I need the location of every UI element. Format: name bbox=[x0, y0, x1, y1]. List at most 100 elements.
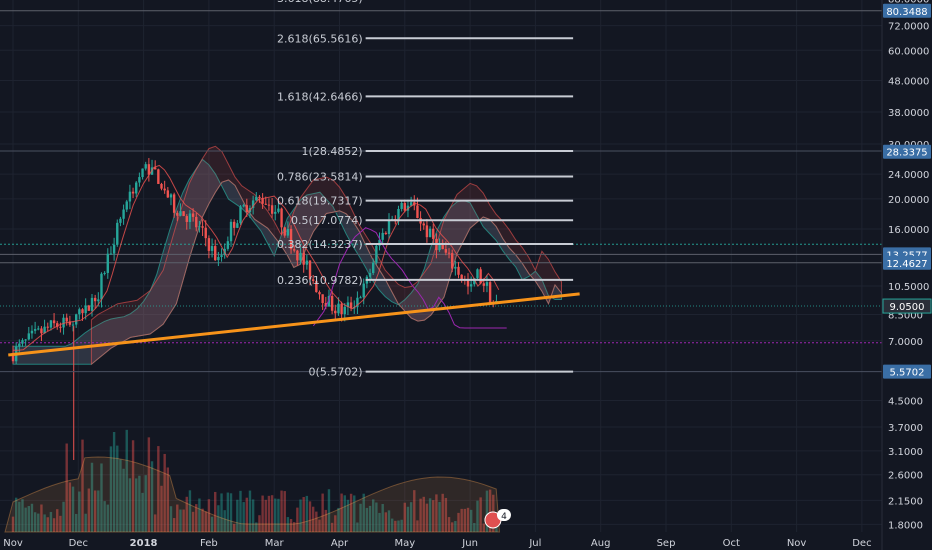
volume-bar bbox=[204, 511, 207, 532]
volume-bar bbox=[24, 507, 27, 532]
fib-level-label: 0.236(10.9782) bbox=[277, 274, 363, 287]
volume-bar bbox=[207, 499, 211, 532]
volume-bar bbox=[128, 478, 132, 532]
candle-body bbox=[30, 330, 34, 334]
fibonacci-retracement[interactable]: 3.618(88.4765) 2.618(65.5616) 1.618(42.646… bbox=[0, 0, 882, 379]
volume-bar bbox=[476, 500, 479, 532]
trendline[interactable] bbox=[8, 292, 580, 357]
volume-bar bbox=[270, 495, 274, 532]
volume-bar bbox=[255, 522, 258, 532]
volume-bar bbox=[229, 493, 233, 532]
candle-body bbox=[479, 269, 482, 284]
x-tick-label: Aug bbox=[591, 538, 611, 549]
candle-body bbox=[321, 294, 324, 304]
volume-bar bbox=[321, 493, 324, 532]
support-trendline bbox=[8, 292, 580, 357]
y-tick-label: 2.6000 bbox=[888, 471, 923, 482]
candle-body bbox=[425, 225, 429, 238]
price-label-bg bbox=[883, 3, 931, 18]
volume-bar bbox=[160, 485, 163, 532]
y-tick-label: 3.1000 bbox=[888, 447, 923, 458]
volume-bar bbox=[327, 489, 331, 532]
candle-body bbox=[400, 203, 403, 209]
volume-ma-area bbox=[4, 456, 501, 533]
x-tick-label: Mar bbox=[265, 538, 285, 549]
price-axis[interactable]: 88.000072.000060.000048.000038.000030.00… bbox=[882, 0, 932, 531]
volume-bar bbox=[112, 431, 116, 532]
volume-bar bbox=[119, 459, 122, 532]
candle-body bbox=[356, 297, 359, 308]
volume-bar bbox=[169, 506, 173, 532]
candle-body bbox=[122, 209, 125, 219]
volume-bar bbox=[305, 495, 309, 532]
price-label: 80.3488 bbox=[886, 7, 927, 18]
fib-level-label: 0.786(23.5814) bbox=[277, 171, 363, 184]
candle-body bbox=[251, 200, 255, 209]
candle-body bbox=[318, 292, 321, 295]
volume-bar bbox=[274, 498, 277, 532]
candle-body bbox=[198, 226, 201, 228]
x-tick-label: Jun bbox=[461, 538, 478, 549]
volume-bar bbox=[289, 519, 293, 532]
candle-body bbox=[245, 205, 249, 213]
candle-body bbox=[397, 208, 400, 222]
candle-body bbox=[261, 198, 264, 204]
volume-bar bbox=[176, 504, 179, 532]
candle-body bbox=[100, 273, 103, 300]
candle-body bbox=[274, 211, 277, 214]
candle-body bbox=[157, 169, 160, 184]
indicator-badge[interactable]: 4 bbox=[484, 509, 511, 529]
last-price-bg bbox=[882, 298, 932, 314]
volume-bar bbox=[185, 496, 188, 532]
candle-body bbox=[416, 205, 419, 219]
y-tick-label: 72.0000 bbox=[888, 22, 929, 33]
lagging-span bbox=[312, 227, 507, 329]
volume-bar bbox=[394, 520, 397, 532]
volume-bar bbox=[87, 488, 91, 532]
volume-bar bbox=[40, 504, 43, 532]
time-axis[interactable]: Nov Dec 2018 Feb Mar Apr May Jun Jul Aug Sep Oct Nov… bbox=[3, 538, 871, 549]
y-tick-label: 1.8000 bbox=[888, 520, 923, 531]
candle-body bbox=[195, 216, 198, 228]
volume-bar bbox=[163, 453, 166, 532]
candle-body bbox=[450, 253, 454, 269]
volume-bar bbox=[384, 512, 388, 532]
candle-body bbox=[308, 260, 312, 280]
candle-body bbox=[305, 260, 309, 265]
volume-bar bbox=[144, 475, 147, 532]
volume-bar bbox=[308, 501, 312, 532]
badge-count-bg bbox=[496, 509, 511, 521]
volume-bar bbox=[283, 491, 286, 532]
candle-body bbox=[482, 283, 485, 286]
volume-bar bbox=[264, 499, 267, 532]
candle-body bbox=[422, 223, 425, 226]
candle-body bbox=[349, 302, 353, 309]
candle-body bbox=[337, 303, 340, 314]
candle-body bbox=[188, 213, 192, 222]
volume-bar bbox=[195, 504, 198, 532]
volume-bar bbox=[239, 490, 242, 532]
volume-bar bbox=[293, 522, 296, 532]
candle-body bbox=[258, 196, 261, 199]
candle-body bbox=[280, 208, 283, 228]
price-label-bg bbox=[883, 144, 931, 159]
volume-bar bbox=[454, 521, 457, 532]
volume-bar bbox=[372, 499, 375, 532]
x-tick-label: Dec bbox=[852, 538, 871, 549]
volume-bar bbox=[172, 518, 176, 532]
candle-body bbox=[214, 246, 217, 261]
price-axis-panel[interactable] bbox=[882, 0, 932, 550]
y-tick-label: 38.0000 bbox=[888, 108, 929, 119]
candle-body bbox=[264, 203, 267, 205]
candle-body bbox=[334, 310, 337, 314]
y-tick-label: 7.0000 bbox=[888, 337, 923, 348]
volume-bar bbox=[479, 497, 482, 532]
candle-body bbox=[457, 266, 460, 275]
x-tick-label: 2018 bbox=[130, 538, 158, 549]
candle-body bbox=[21, 340, 24, 344]
candle-body bbox=[52, 320, 56, 324]
volume-bar bbox=[378, 512, 381, 532]
candle-body bbox=[330, 295, 334, 311]
candle-body bbox=[324, 303, 328, 307]
